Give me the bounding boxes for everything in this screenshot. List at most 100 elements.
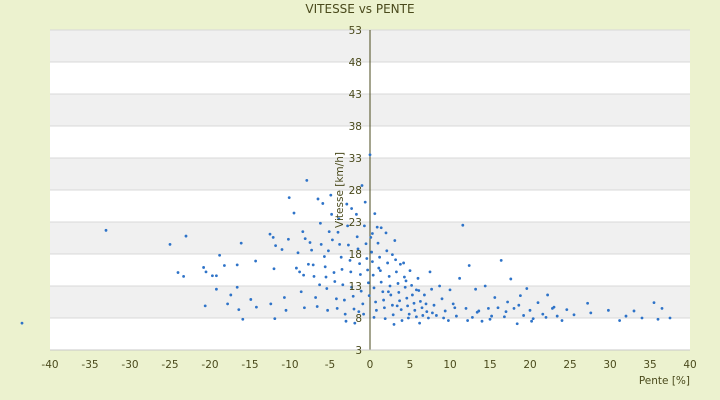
data-point (283, 296, 286, 299)
data-point (168, 243, 172, 246)
data-point (515, 322, 519, 326)
data-point (269, 302, 273, 306)
data-point (287, 196, 291, 200)
data-point (368, 153, 372, 157)
data-point (379, 280, 383, 284)
data-point (348, 259, 352, 262)
x-tick-label: 30 (603, 359, 616, 371)
data-point (350, 285, 353, 289)
y-tick-label: 13 (349, 281, 362, 293)
data-point (544, 315, 548, 319)
data-point (402, 261, 405, 265)
x-tick-label: -30 (121, 359, 138, 371)
data-point (389, 293, 393, 297)
data-point (624, 314, 628, 318)
data-point (315, 305, 319, 308)
data-point (355, 235, 359, 239)
data-point (407, 316, 410, 320)
data-point (618, 319, 621, 322)
y-tick-label: 48 (349, 57, 362, 69)
data-point (555, 314, 559, 318)
data-point (371, 232, 374, 235)
x-tick-label: -20 (201, 359, 218, 371)
data-point (372, 286, 376, 290)
x-tick-label: 35 (643, 359, 656, 371)
data-point (447, 319, 450, 322)
x-tick-label: 15 (483, 359, 496, 371)
data-point (330, 212, 333, 216)
data-point (356, 247, 360, 251)
data-point (352, 307, 356, 311)
data-point (493, 296, 497, 299)
data-point (273, 317, 277, 321)
data-point (430, 287, 433, 291)
y-tick-label: 53 (349, 25, 362, 37)
x-tick-label: 20 (523, 359, 536, 371)
data-point (310, 248, 313, 252)
data-point (226, 302, 230, 306)
data-point (415, 288, 418, 292)
data-point (280, 248, 284, 251)
data-point (432, 303, 436, 307)
data-point (303, 306, 306, 310)
data-point (353, 321, 357, 325)
data-point (410, 283, 413, 287)
data-point (314, 296, 317, 299)
data-point (319, 221, 322, 225)
data-point (319, 243, 323, 246)
data-point (337, 217, 341, 221)
data-point (215, 274, 218, 278)
data-point (377, 266, 381, 270)
data-point (483, 284, 487, 288)
data-point (385, 249, 389, 253)
data-point (517, 303, 521, 307)
data-point (399, 308, 403, 312)
data-point (474, 287, 477, 291)
data-point (202, 266, 206, 269)
data-point (421, 314, 425, 317)
data-point (503, 315, 506, 319)
data-point (303, 237, 307, 241)
data-point (406, 304, 409, 308)
data-point (296, 251, 300, 255)
data-point (338, 243, 341, 246)
data-point (407, 312, 411, 316)
data-point (403, 275, 406, 279)
data-point (235, 263, 239, 267)
data-point (241, 317, 245, 321)
data-point (392, 323, 396, 326)
data-point (589, 311, 593, 315)
data-point (416, 276, 420, 280)
data-point (546, 293, 549, 297)
data-point (397, 291, 401, 294)
data-point (284, 308, 288, 312)
x-tick-label: -5 (325, 359, 335, 371)
data-point (382, 298, 385, 302)
data-point (215, 287, 218, 291)
data-point (411, 293, 414, 297)
data-point (340, 267, 344, 271)
data-point (362, 312, 365, 316)
data-point (211, 274, 214, 278)
data-point (387, 290, 390, 294)
data-point (379, 226, 383, 230)
data-point (376, 241, 380, 245)
data-point (379, 269, 382, 273)
data-point (506, 300, 509, 304)
data-point (393, 239, 397, 242)
data-point (531, 317, 535, 321)
data-point (254, 259, 257, 263)
data-point (327, 249, 330, 253)
data-point (425, 310, 429, 313)
data-point (461, 223, 465, 227)
data-point (488, 317, 492, 321)
x-tick-label: 0 (367, 359, 374, 371)
data-point (104, 228, 108, 232)
data-point (386, 261, 389, 265)
data-point (640, 316, 644, 320)
data-point (375, 308, 378, 312)
data-point (652, 301, 656, 305)
data-point (453, 306, 457, 310)
data-point (391, 313, 395, 317)
data-point (404, 279, 408, 283)
